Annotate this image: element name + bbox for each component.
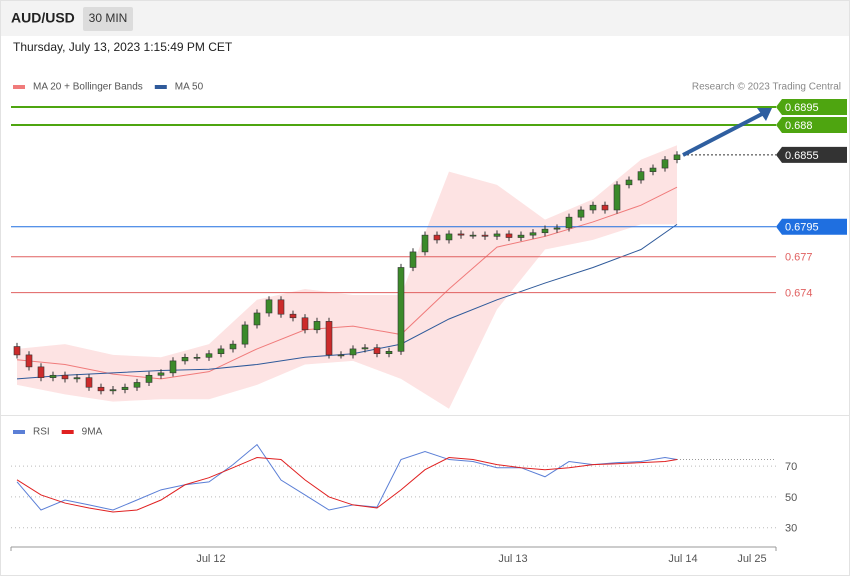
level-label: 0.6795 <box>785 222 819 234</box>
candle-body <box>133 382 141 388</box>
candle-body <box>49 374 57 378</box>
candle-body <box>301 317 309 331</box>
candle-body <box>361 347 369 350</box>
candle-body <box>433 234 441 241</box>
y-tick-label: 50 <box>785 492 797 504</box>
candle-body <box>253 312 261 326</box>
candle-body <box>565 216 573 229</box>
candle-body <box>109 389 117 392</box>
level-label: 0.674 <box>785 288 813 300</box>
legend-label[interactable]: MA 20 + Bollinger Bands <box>33 82 143 93</box>
candle-body <box>385 351 393 355</box>
level-label: 0.677 <box>785 252 813 264</box>
candle-body <box>469 234 477 237</box>
price-panel: MA 20 + Bollinger Bands MA 50 Research © 2… <box>11 82 847 409</box>
x-tick-label: Jul 13 <box>498 553 527 565</box>
forecast-arrow <box>682 112 763 157</box>
legend-swatch <box>13 85 25 89</box>
candle-body <box>145 374 153 383</box>
candle-body <box>637 171 645 181</box>
level-label: 0.688 <box>785 120 813 132</box>
candle-body <box>421 234 429 253</box>
x-tick-label: Jul 14 <box>668 553 697 565</box>
candle-body <box>445 233 453 241</box>
candle-body <box>73 377 81 380</box>
candle-body <box>517 234 525 238</box>
level-label: 0.6855 <box>785 150 819 162</box>
candle-body <box>85 377 93 388</box>
legend-swatch <box>154 85 167 89</box>
credit: Research © 2023 Trading Central <box>692 82 841 93</box>
candle-body <box>97 386 105 392</box>
candle-body <box>613 184 621 211</box>
legend-swatch <box>61 430 74 434</box>
level-label: 0.6895 <box>785 102 819 114</box>
candle-body <box>325 321 333 356</box>
candle-body <box>61 374 69 380</box>
candle-body <box>673 154 681 160</box>
candle-body <box>181 357 189 362</box>
legend-swatch <box>13 430 25 434</box>
legend-label[interactable]: RSI <box>33 427 50 438</box>
candle-body <box>265 299 273 314</box>
forecast-arrowhead <box>757 108 772 121</box>
level-label-box <box>776 146 847 163</box>
candle-body <box>205 353 213 358</box>
candle-body <box>577 209 585 218</box>
candle-body <box>337 354 345 357</box>
candle-body <box>505 233 513 238</box>
candle-body <box>661 159 669 169</box>
candle-body <box>553 227 561 230</box>
candle-body <box>397 267 405 352</box>
candle-body <box>289 313 297 319</box>
candle-body <box>229 343 237 350</box>
candle-body <box>25 354 33 368</box>
candle-body <box>649 167 657 172</box>
header-bar <box>1 1 849 36</box>
candle-body <box>13 346 21 356</box>
rsi-panel: RSI 9MA 30 50 70 Jul 12 Jul 13 Jul 14 Jul 25 <box>10 427 797 565</box>
candle-body <box>457 233 465 236</box>
candle-body <box>373 347 381 355</box>
candle-body <box>529 232 537 236</box>
candle-body <box>493 233 501 237</box>
level-label-box <box>776 116 847 133</box>
symbol: AUD/USD <box>11 10 75 26</box>
legend-label[interactable]: MA 50 <box>175 82 204 93</box>
candle-body <box>241 324 249 345</box>
legend-label[interactable]: 9MA <box>82 427 103 438</box>
candle-body <box>277 299 285 315</box>
candle-body <box>313 321 321 331</box>
level-label-box <box>776 98 847 115</box>
candle-body <box>625 179 633 186</box>
indicator-line <box>16 457 678 513</box>
x-tick-label: Jul 12 <box>196 553 225 565</box>
candle-body <box>217 348 225 355</box>
timestamp: Thursday, July 13, 2023 1:15:49 PM CET <box>13 40 233 54</box>
candle-body <box>541 228 549 234</box>
level-label-box <box>776 218 847 235</box>
candle-body <box>157 372 165 376</box>
candle-body <box>121 386 129 390</box>
candle-body <box>169 360 177 374</box>
candle-body <box>349 348 357 356</box>
interval[interactable]: 30 MIN <box>89 11 128 25</box>
candle-body <box>193 357 201 359</box>
candle-body <box>601 204 609 211</box>
interval-badge[interactable] <box>83 7 133 31</box>
y-tick-label: 70 <box>785 461 797 473</box>
bollinger-band <box>17 145 677 409</box>
candle-body <box>589 204 597 211</box>
y-tick-label: 30 <box>785 523 797 535</box>
candle-body <box>481 234 489 237</box>
x-tick-label: Jul 25 <box>737 553 766 565</box>
candle-body <box>409 251 417 268</box>
candle-body <box>37 366 45 378</box>
